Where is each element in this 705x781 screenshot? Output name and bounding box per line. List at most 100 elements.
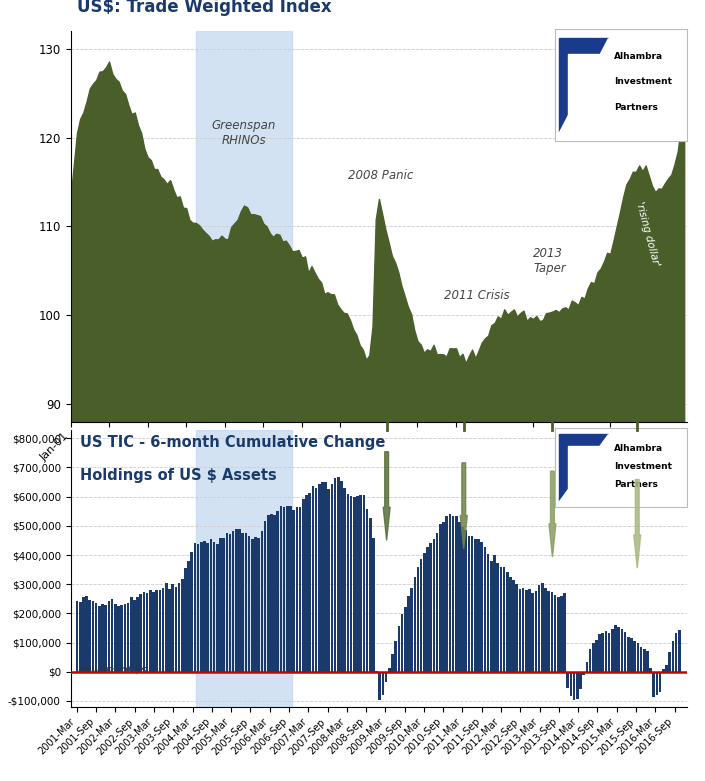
Bar (620, 629, 623, 672)
Bar (582, 672, 585, 675)
Bar (420, 558, 422, 672)
Bar (589, 649, 591, 672)
Bar (362, 495, 365, 672)
Bar (194, 544, 196, 672)
Bar (627, 637, 630, 672)
Bar (226, 533, 228, 672)
Bar (551, 592, 553, 672)
Bar (618, 626, 620, 672)
Bar (235, 529, 238, 672)
Bar (427, 547, 429, 672)
Bar (586, 662, 588, 672)
Bar (75, 601, 78, 672)
Bar (398, 626, 400, 672)
Bar (465, 530, 467, 672)
Bar (429, 543, 432, 672)
Text: 2011 Crisis: 2011 Crisis (444, 289, 510, 302)
Bar (493, 555, 496, 672)
Bar (142, 592, 145, 672)
Bar (228, 534, 231, 672)
Bar (534, 591, 537, 672)
Text: 2008 Panic: 2008 Panic (348, 169, 413, 182)
Bar (130, 597, 133, 672)
Bar (196, 31, 292, 422)
Bar (114, 604, 116, 672)
Bar (241, 533, 244, 672)
Bar (532, 594, 534, 672)
Bar (341, 481, 343, 672)
Bar (190, 551, 193, 672)
Bar (509, 576, 512, 672)
Bar (337, 476, 340, 672)
Bar (592, 643, 594, 672)
Bar (480, 542, 483, 672)
Bar (343, 488, 346, 672)
Bar (381, 672, 384, 694)
Bar (547, 591, 550, 672)
Bar (283, 508, 286, 672)
Text: Holdings of US $ Assets: Holdings of US $ Assets (80, 469, 276, 483)
Bar (656, 672, 658, 695)
Bar (168, 590, 171, 672)
Bar (123, 604, 126, 672)
Bar (181, 580, 183, 672)
Bar (439, 525, 441, 672)
Bar (646, 651, 649, 672)
Bar (295, 508, 298, 672)
Bar (519, 589, 521, 672)
Bar (394, 641, 397, 672)
Bar (321, 482, 324, 672)
Bar (82, 597, 85, 672)
Bar (165, 583, 168, 672)
Bar (95, 603, 97, 672)
Bar (490, 561, 493, 672)
FancyArrow shape (384, 451, 390, 540)
Bar (251, 539, 254, 672)
Bar (672, 641, 674, 672)
Bar (305, 494, 308, 672)
Bar (350, 496, 352, 672)
Bar (557, 597, 560, 672)
Bar (637, 643, 639, 672)
Bar (442, 522, 445, 672)
Text: US$: Trade Weighted Index: US$: Trade Weighted Index (77, 0, 331, 16)
Bar (289, 506, 292, 672)
Bar (175, 587, 177, 672)
Bar (280, 506, 282, 672)
Bar (149, 590, 152, 672)
Bar (98, 606, 101, 672)
Bar (159, 590, 161, 672)
Bar (369, 518, 372, 672)
Bar (324, 482, 327, 672)
Bar (570, 672, 572, 696)
Bar (85, 596, 88, 672)
Bar (207, 544, 209, 672)
Bar (318, 484, 321, 672)
Bar (407, 596, 410, 672)
Bar (222, 538, 225, 672)
Bar (486, 554, 489, 672)
Bar (630, 638, 633, 672)
Bar (436, 533, 439, 672)
Bar (391, 654, 394, 672)
Bar (448, 515, 451, 672)
Bar (423, 554, 426, 672)
Bar (379, 672, 381, 700)
Bar (455, 516, 458, 672)
Bar (108, 601, 110, 672)
Bar (140, 594, 142, 672)
FancyArrow shape (634, 480, 641, 569)
FancyArrow shape (549, 471, 556, 557)
Bar (541, 583, 544, 672)
Bar (366, 508, 368, 672)
Bar (152, 592, 155, 672)
Bar (678, 629, 680, 672)
Bar (314, 488, 317, 672)
Bar (203, 541, 206, 672)
Bar (89, 601, 91, 672)
Bar (614, 625, 617, 672)
Bar (500, 567, 502, 672)
Bar (356, 496, 359, 672)
Bar (293, 510, 295, 672)
Bar (522, 588, 525, 672)
